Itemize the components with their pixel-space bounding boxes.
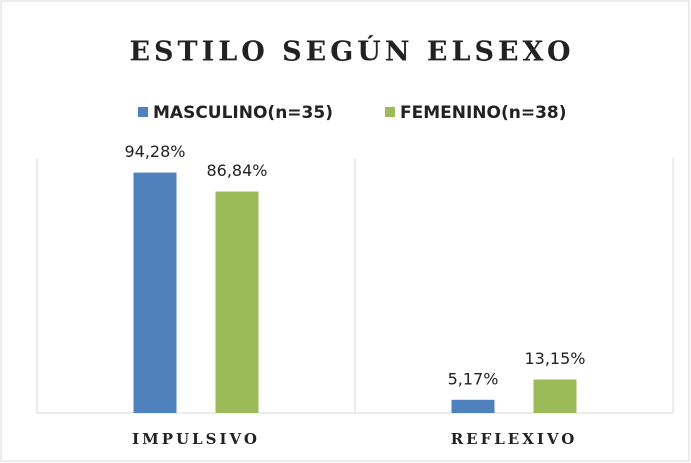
x-tick-label: REFLEXIVO [451, 430, 578, 448]
bar [451, 399, 495, 413]
legend-label: MASCULINO(n=35) [153, 103, 333, 123]
bar [533, 379, 577, 413]
bar [133, 172, 177, 413]
data-label: 86,84% [206, 161, 267, 180]
x-tick-label: IMPULSIVO [132, 430, 260, 448]
data-label: 94,28% [124, 142, 185, 161]
legend-swatch [385, 107, 395, 117]
data-label: 13,15% [524, 349, 585, 368]
legend-swatch [138, 107, 148, 117]
legend-label: FEMENINO(n=38) [400, 103, 567, 123]
chart-title: ESTILO SEGÚN ELSEXO [129, 34, 574, 68]
data-label: 5,17% [448, 369, 499, 388]
bar [215, 191, 259, 413]
